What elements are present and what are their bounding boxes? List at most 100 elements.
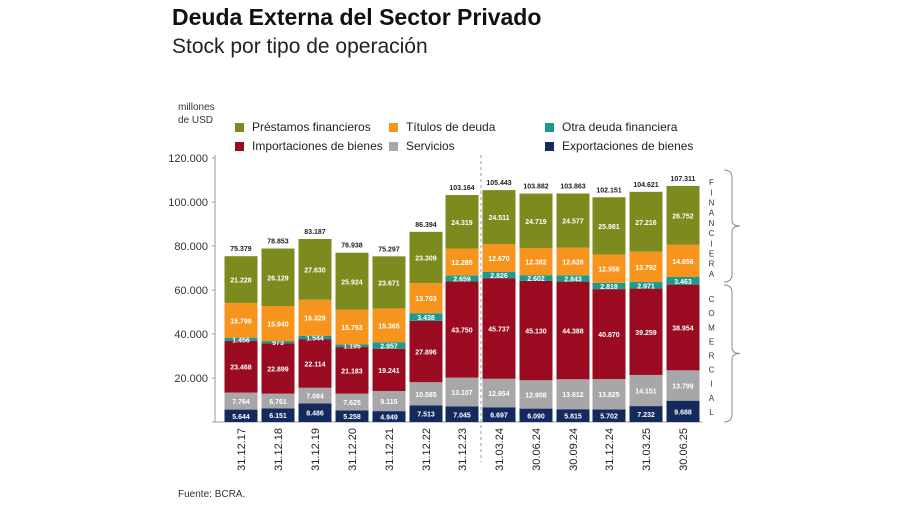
comercial-letter: C bbox=[709, 366, 716, 375]
bar-segment bbox=[482, 378, 516, 408]
data-label: 5.702 bbox=[600, 414, 618, 421]
bar-segment bbox=[224, 302, 258, 338]
x-tick-label: 31.12.21 bbox=[384, 428, 396, 471]
data-label: 24.719 bbox=[525, 219, 547, 226]
total-label: 75.379 bbox=[230, 246, 252, 253]
total-label: 107.311 bbox=[671, 176, 696, 183]
bar-segment bbox=[482, 407, 516, 422]
legend-label: Exportaciones de bienes bbox=[562, 139, 694, 153]
total-label: 105.443 bbox=[486, 180, 511, 187]
financiera-letter: R bbox=[709, 260, 716, 269]
bar-segment bbox=[556, 379, 590, 410]
chart-title: Deuda Externa del Sector Privado bbox=[172, 4, 542, 30]
data-label: 15.940 bbox=[267, 322, 289, 329]
bar-segment bbox=[261, 341, 295, 344]
bar-segment bbox=[592, 379, 626, 410]
bar-segment bbox=[666, 400, 700, 422]
data-label: 24.577 bbox=[562, 219, 584, 226]
legend-label: Importaciones de bienes bbox=[252, 139, 383, 153]
data-label: 2.659 bbox=[453, 276, 471, 283]
data-label: 12.954 bbox=[488, 391, 510, 398]
chart-subtitle: Stock por tipo de operación bbox=[172, 35, 428, 58]
data-label: 27.216 bbox=[635, 220, 657, 227]
bar-segment bbox=[445, 248, 479, 276]
data-label: 39.259 bbox=[635, 330, 657, 337]
bar-segment bbox=[556, 281, 590, 380]
legend-swatch bbox=[235, 141, 244, 151]
x-tick-label: 31.03.24 bbox=[494, 428, 506, 471]
unit-line-2: de USD bbox=[178, 115, 214, 126]
bar-segment bbox=[335, 410, 369, 422]
unit-line-1: millones bbox=[178, 102, 215, 113]
legend-label: Préstamos financieros bbox=[252, 120, 371, 134]
x-tick-label: 31.12.22 bbox=[421, 428, 433, 471]
data-label: 24.511 bbox=[488, 215, 509, 222]
data-label: 23.309 bbox=[415, 255, 437, 262]
total-label: 86.394 bbox=[415, 222, 437, 229]
bar-segment bbox=[224, 392, 258, 410]
data-label: 23.671 bbox=[378, 280, 400, 287]
comercial-letter: I bbox=[710, 380, 713, 389]
data-label: 8.486 bbox=[306, 411, 324, 418]
bar-segment bbox=[298, 339, 332, 388]
data-label: 40.870 bbox=[598, 332, 620, 339]
data-label: 13.703 bbox=[415, 296, 437, 303]
bar-segment bbox=[592, 289, 626, 380]
bar-segment bbox=[261, 393, 295, 409]
bar-segment bbox=[224, 256, 258, 303]
bar-segment bbox=[592, 282, 626, 290]
data-label: 7.084 bbox=[306, 394, 324, 401]
bar-segment bbox=[261, 343, 295, 394]
x-tick-label: 30.09.24 bbox=[568, 428, 580, 471]
bar-segment bbox=[666, 370, 700, 401]
legend-swatch bbox=[235, 122, 244, 132]
comercial-letter: A bbox=[709, 394, 715, 403]
x-tick-label: 31.12.20 bbox=[347, 428, 359, 471]
legend-item: Exportaciones de bienes bbox=[545, 139, 693, 153]
y-axis-unit: millones de USD bbox=[178, 101, 238, 127]
legend-item: Servicios bbox=[389, 139, 455, 153]
bar-segment bbox=[445, 406, 479, 422]
comercial-letter: C bbox=[709, 295, 716, 304]
data-label: 9.688 bbox=[674, 409, 692, 416]
legend-swatch bbox=[545, 122, 554, 132]
data-label: 1.195 bbox=[343, 344, 361, 351]
bar-segment bbox=[629, 406, 663, 422]
data-label: 2.971 bbox=[637, 283, 655, 290]
x-tick-label: 31.03.25 bbox=[641, 428, 653, 471]
data-label: 2.843 bbox=[564, 276, 582, 283]
bar-segment bbox=[445, 275, 479, 282]
x-tick-label: 30.06.24 bbox=[531, 428, 543, 471]
bar-segment bbox=[482, 271, 516, 279]
bar-segment bbox=[629, 251, 663, 283]
data-label: 22.114 bbox=[304, 361, 325, 368]
legend-item: Títulos de deuda bbox=[389, 120, 495, 134]
legend-swatch bbox=[389, 122, 398, 132]
bar-segment bbox=[629, 374, 663, 407]
bar-segment bbox=[629, 288, 663, 375]
bar-segment bbox=[298, 238, 332, 300]
bar-segment bbox=[445, 377, 479, 407]
legend-item: Otra deuda financiera bbox=[545, 120, 677, 134]
comercial-letter: R bbox=[709, 352, 716, 361]
bar-segment bbox=[372, 391, 406, 412]
data-label: 14.656 bbox=[672, 259, 694, 266]
comercial-letter: O bbox=[708, 309, 715, 318]
data-label: 23.468 bbox=[230, 365, 252, 372]
data-label: 2.818 bbox=[600, 284, 618, 291]
data-label: 2.957 bbox=[380, 343, 398, 350]
data-label: 25.924 bbox=[341, 279, 363, 286]
legend-label: Servicios bbox=[406, 139, 455, 153]
data-label: 12.956 bbox=[598, 267, 620, 274]
comercial-letter: M bbox=[708, 323, 716, 332]
financiera-letter: N bbox=[709, 199, 716, 208]
data-label: 12.628 bbox=[562, 259, 584, 266]
total-label: 78.853 bbox=[267, 239, 289, 246]
bar-segment bbox=[445, 195, 479, 249]
bar-segment bbox=[666, 244, 700, 278]
total-label: 104.621 bbox=[633, 182, 658, 189]
data-label: 44.388 bbox=[562, 328, 584, 335]
y-tick-label: 60.000 bbox=[174, 285, 208, 297]
bar-segment bbox=[519, 280, 553, 381]
bar-segment bbox=[519, 408, 553, 422]
